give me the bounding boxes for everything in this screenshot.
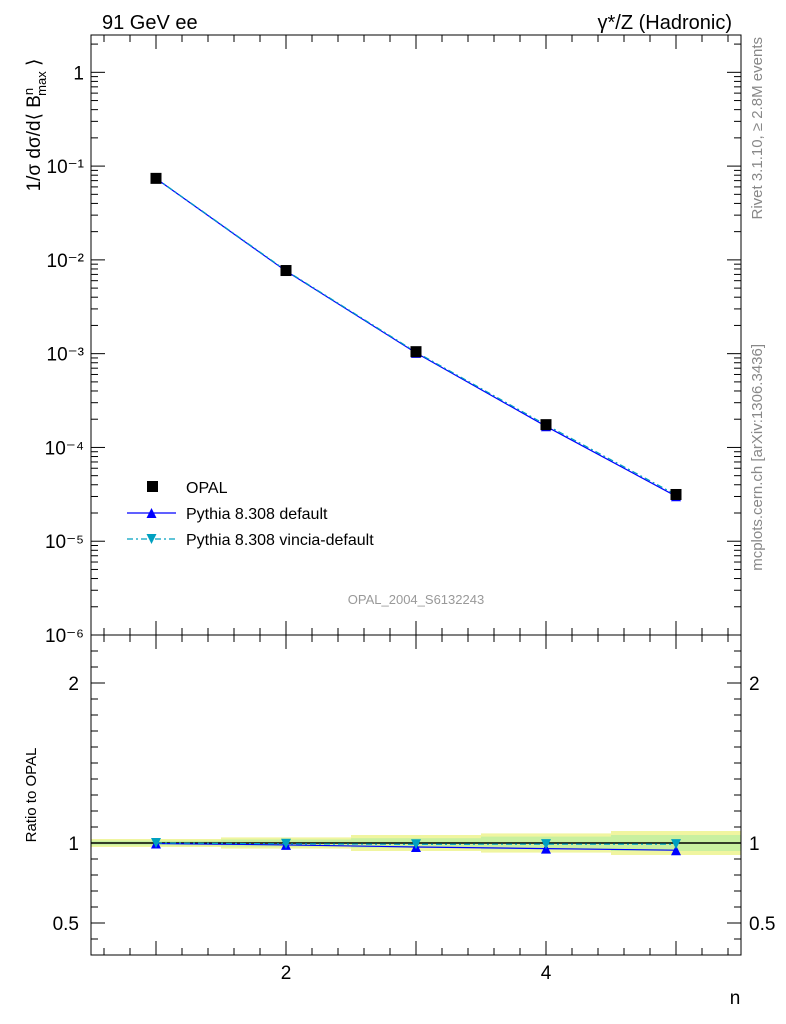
data-point-ratio-vincia-4 [671,839,681,850]
legend-vincia-label: Pythia 8.308 vincia-default [186,532,374,549]
ratio-y-tick-label-right: 2 [749,674,760,695]
y-tick-label: 10⁻⁶ [45,626,84,647]
legend: OPAL Pythia 8.308 default Pythia 8.308 v… [127,480,374,549]
y-tick-label: 1 [73,63,84,84]
y-tick-label: 10⁻² [47,251,85,272]
data-point-opal-1 [280,265,292,277]
rivet-version-label: Rivet 3.1.10, ≥ 2.8M events [749,37,766,220]
ratio-plot-area [91,838,741,856]
x-tick-label: 4 [541,963,552,984]
ratio-y-tick-label: 2 [68,674,79,695]
main-y-axis-title: 1/σ dσ/d⟨ Bnmax ⟩ [21,59,49,192]
ratio-y-tick-label: 0.5 [53,914,79,935]
y-tick-label: 10⁻³ [47,345,85,366]
series-line-default [155,177,677,497]
analysis-watermark: OPAL_2004_S6132243 [348,592,484,607]
axes-group: 1 10⁻¹ 10⁻² 10⁻³ 10⁻⁴ 10⁻⁵ 10⁻⁶ 2 4 0.5 0.5 1 1 2 2 [45,35,775,984]
data-point-ratio-vincia-2 [411,839,421,850]
ratio-y-axis-title: Ratio to OPAL [23,748,40,843]
ratio-y-tick-label-right: 0.5 [749,914,775,935]
mcplots-label: mcplots.cern.ch [arXiv:1306.3436] [749,344,766,571]
header-left-label: 91 GeV ee [102,12,198,34]
y-tick-label: 10⁻⁵ [45,532,84,553]
y-tick-label: 10⁻⁴ [45,438,84,459]
ratio-plot-frame [90,634,742,956]
legend-vincia-marker [146,534,157,544]
x-axis-title: n [730,988,741,1009]
ratio-y-tick-label-right: 1 [749,834,760,855]
main-plot-area [150,172,682,502]
data-point-opal-4 [670,488,682,500]
series-line-ratio-vincia [155,842,676,845]
data-point-opal-3 [540,419,552,431]
data-point-ratio-default-4 [671,845,681,856]
header-right-label: γ*/Z (Hadronic) [598,12,732,34]
series-line-vincia [155,177,677,496]
legend-opal-marker [147,481,158,492]
data-point-ratio-vincia-3 [541,839,551,850]
data-point-ratio-vincia-0 [151,838,161,848]
legend-opal-label: OPAL [186,480,228,497]
legend-default-label: Pythia 8.308 default [186,506,328,523]
x-tick-label: 2 [281,963,292,984]
data-point-opal-2 [410,346,422,358]
ratio-y-tick-label: 1 [68,834,79,855]
y-tick-label: 10⁻¹ [47,157,85,178]
legend-default-marker [146,508,157,518]
data-point-ratio-vincia-1 [281,838,291,849]
data-point-opal-0 [150,172,162,184]
